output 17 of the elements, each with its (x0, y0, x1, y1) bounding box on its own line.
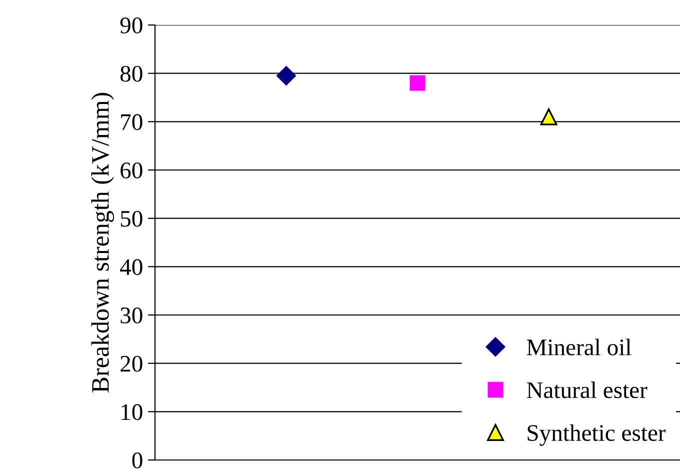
legend-label: Synthetic ester (528, 424, 666, 446)
point (276, 66, 296, 86)
legend-label: Natural ester (526, 382, 648, 398)
point (540, 108, 558, 126)
y-tick-label: 20 (120, 356, 142, 372)
y-tick-label: 90 (120, 17, 142, 34)
legend-label: Mineral oil (526, 338, 632, 356)
y-tick-label: 40 (120, 259, 142, 276)
y-tick-label: 0 (132, 452, 142, 468)
y-tick-label: 30 (120, 307, 142, 324)
y-tick-label: 70 (121, 114, 142, 130)
y-tick-label: 50 (120, 210, 142, 227)
y-tick-label: 10 (122, 404, 142, 420)
point (410, 75, 426, 91)
y-tick-label: 60 (120, 162, 142, 178)
y-axis-title: Breakdown strength (kV/mm) (91, 92, 114, 392)
y-tick-label: 80 (120, 66, 142, 82)
